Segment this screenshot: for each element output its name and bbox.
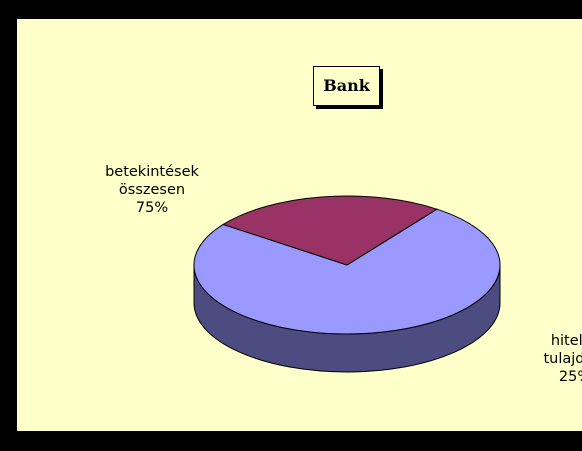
pie-slice-1	[222, 195, 439, 266]
slice-label-line: összesen	[118, 182, 186, 198]
slice-value-label: 25%	[558, 369, 582, 385]
chart-title: Bank	[313, 66, 380, 106]
slice-label-betekintesek: betekintések összesen 75%	[82, 163, 222, 217]
slice-label-line: hiteles	[550, 333, 582, 349]
pie-chart	[193, 195, 501, 373]
slice-label-line: betekintések	[105, 164, 199, 180]
chart-area: Bank betekintések összesen 75% hiteles t…	[17, 19, 582, 431]
slice-label-line: tulajdoni	[543, 351, 582, 367]
slice-value-label: 75%	[135, 200, 169, 216]
slice-label-hiteles: hiteles tulajdoni 25%	[505, 332, 582, 386]
